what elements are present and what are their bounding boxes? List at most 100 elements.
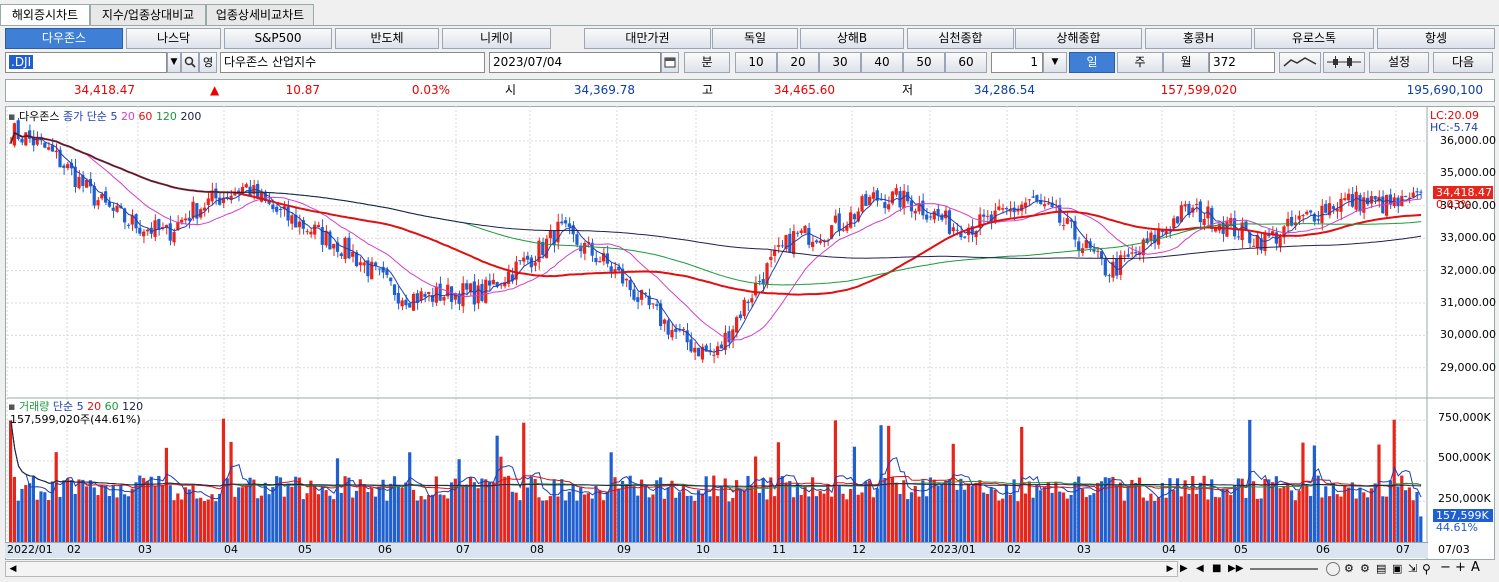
settings-gear-icon[interactable]: ⚙ bbox=[1344, 562, 1354, 575]
candle-body bbox=[1016, 208, 1020, 212]
candle-body bbox=[1111, 261, 1115, 278]
index-button-12[interactable]: 항셍 bbox=[1377, 28, 1495, 49]
index-button-3[interactable]: 반도체 bbox=[335, 28, 439, 49]
candle-body bbox=[377, 268, 381, 270]
chart-style-button[interactable] bbox=[1279, 52, 1321, 73]
minute-option-50[interactable]: 50 bbox=[903, 52, 945, 73]
candle-body bbox=[1061, 225, 1066, 227]
volume-bar bbox=[811, 477, 815, 542]
settings-button[interactable]: 설정 bbox=[1369, 52, 1429, 73]
candle-body bbox=[685, 330, 689, 343]
calendar-button[interactable] bbox=[661, 52, 679, 73]
x-axis-label: 05 bbox=[1234, 543, 1248, 556]
volume-bar bbox=[989, 488, 993, 542]
index-button-0[interactable]: 다우존스 bbox=[5, 28, 123, 49]
volume-bar bbox=[408, 452, 412, 542]
export-icon[interactable]: ⇲ bbox=[1408, 562, 1418, 575]
lc-label: LC:20.09 bbox=[1430, 109, 1480, 122]
candle-body bbox=[773, 249, 777, 256]
count-input[interactable]: 372 bbox=[1209, 52, 1275, 73]
volume-bar bbox=[735, 480, 739, 542]
small-option-button[interactable]: 영 bbox=[199, 52, 217, 73]
price-volume-chart bbox=[6, 106, 1495, 560]
text-tool-icon[interactable]: A bbox=[1471, 560, 1480, 575]
minute-option-30[interactable]: 30 bbox=[819, 52, 861, 73]
minute-option-60[interactable]: 60 bbox=[945, 52, 987, 73]
candle-body bbox=[582, 242, 587, 254]
tab-0[interactable]: 해외증시차트 bbox=[0, 4, 90, 26]
candle-body bbox=[822, 239, 826, 241]
candle-body bbox=[107, 201, 112, 207]
period-tab-2[interactable]: 월 bbox=[1163, 52, 1209, 73]
code-input[interactable]: .DJI bbox=[5, 52, 167, 73]
horizontal-scrollbar[interactable] bbox=[5, 561, 1178, 577]
index-button-5[interactable]: 대만가권 bbox=[584, 28, 711, 49]
period-tab-0[interactable]: 일 bbox=[1069, 52, 1115, 73]
index-button-6[interactable]: 독일 bbox=[712, 28, 798, 49]
tab-2[interactable]: 업종상세비교차트 bbox=[206, 4, 314, 25]
candle-body bbox=[164, 224, 169, 228]
zoom-slider[interactable] bbox=[1250, 568, 1318, 570]
candle-body bbox=[887, 204, 891, 210]
index-button-8[interactable]: 심천종합 bbox=[907, 28, 1014, 49]
minute-button[interactable]: 분 bbox=[684, 52, 730, 73]
price-legend: ▪ 다우존스 종가 단순 5 20 60 120 200 bbox=[8, 110, 202, 123]
scroll-right-icon[interactable]: ▶ bbox=[1166, 564, 1174, 574]
volume-bar bbox=[468, 477, 473, 542]
volume-bar bbox=[92, 487, 96, 542]
volume-bar bbox=[1331, 483, 1335, 542]
volume-bar bbox=[347, 477, 351, 542]
index-button-2[interactable]: S&P500 bbox=[224, 28, 332, 49]
volume-bar bbox=[738, 489, 743, 542]
minute-option-40[interactable]: 40 bbox=[861, 52, 903, 73]
code-dropdown-button[interactable]: ▼ bbox=[167, 52, 181, 73]
stop-icon[interactable]: ■ bbox=[1212, 563, 1222, 574]
candle-style-button[interactable] bbox=[1323, 52, 1365, 73]
interval-input[interactable]: 1 bbox=[991, 52, 1043, 73]
zoom-out-icon[interactable]: − bbox=[1440, 560, 1451, 575]
scroll-left-icon[interactable]: ◀ bbox=[9, 564, 17, 574]
step-back-icon[interactable]: ◀ bbox=[1196, 563, 1204, 574]
volume-bar bbox=[1160, 483, 1164, 542]
minute-option-20[interactable]: 20 bbox=[777, 52, 819, 73]
config-icon[interactable]: ⚙ bbox=[1360, 562, 1370, 575]
fast-forward-icon[interactable]: ▶▶ bbox=[1228, 563, 1244, 574]
volume-bar bbox=[852, 446, 857, 542]
search-button[interactable] bbox=[181, 52, 199, 73]
volume-bar bbox=[24, 485, 28, 542]
candle-body bbox=[552, 230, 556, 246]
volume-bar bbox=[765, 499, 769, 542]
volume-bar bbox=[784, 483, 788, 542]
index-button-4[interactable]: 니케이 bbox=[442, 28, 551, 49]
candle-body bbox=[925, 214, 929, 220]
tab-1[interactable]: 지수/업종상대비교 bbox=[90, 4, 206, 25]
date-input[interactable]: 2023/07/04 bbox=[489, 52, 661, 73]
print-icon[interactable]: ▤ bbox=[1376, 562, 1387, 575]
volume-bar bbox=[757, 492, 762, 542]
index-button-1[interactable]: 나스닥 bbox=[126, 28, 221, 49]
period-tab-1[interactable]: 주 bbox=[1117, 52, 1163, 73]
volume-bar bbox=[1210, 479, 1214, 542]
candle-body bbox=[750, 298, 754, 303]
volume-bar bbox=[107, 495, 112, 542]
index-button-7[interactable]: 상해B bbox=[800, 28, 904, 49]
step-next-icon[interactable]: ▶ bbox=[1180, 563, 1188, 574]
minute-option-10[interactable]: 10 bbox=[735, 52, 777, 73]
save-icon[interactable]: ▣ bbox=[1392, 562, 1403, 575]
index-button-9[interactable]: 상해종합 bbox=[1015, 28, 1142, 49]
volume-bar bbox=[1149, 493, 1153, 542]
plus-icon[interactable]: + bbox=[1455, 560, 1466, 575]
index-button-11[interactable]: 유로스톡 bbox=[1254, 28, 1374, 49]
interval-dropdown-button[interactable]: ▼ bbox=[1043, 52, 1067, 73]
x-axis-label: 12 bbox=[852, 543, 866, 556]
next-button[interactable]: 다음 bbox=[1433, 52, 1493, 73]
volume-bar bbox=[700, 493, 704, 542]
index-button-10[interactable]: 홍콩H bbox=[1145, 28, 1252, 49]
zoom-in-icon[interactable]: ⚲ bbox=[1422, 562, 1431, 576]
candle-body bbox=[1012, 207, 1016, 213]
volume-bar bbox=[1069, 494, 1073, 542]
volume-bar bbox=[689, 495, 693, 542]
volume-bar bbox=[601, 500, 606, 542]
volume-bar bbox=[647, 497, 651, 542]
zoom-slider-thumb[interactable] bbox=[1326, 562, 1340, 576]
